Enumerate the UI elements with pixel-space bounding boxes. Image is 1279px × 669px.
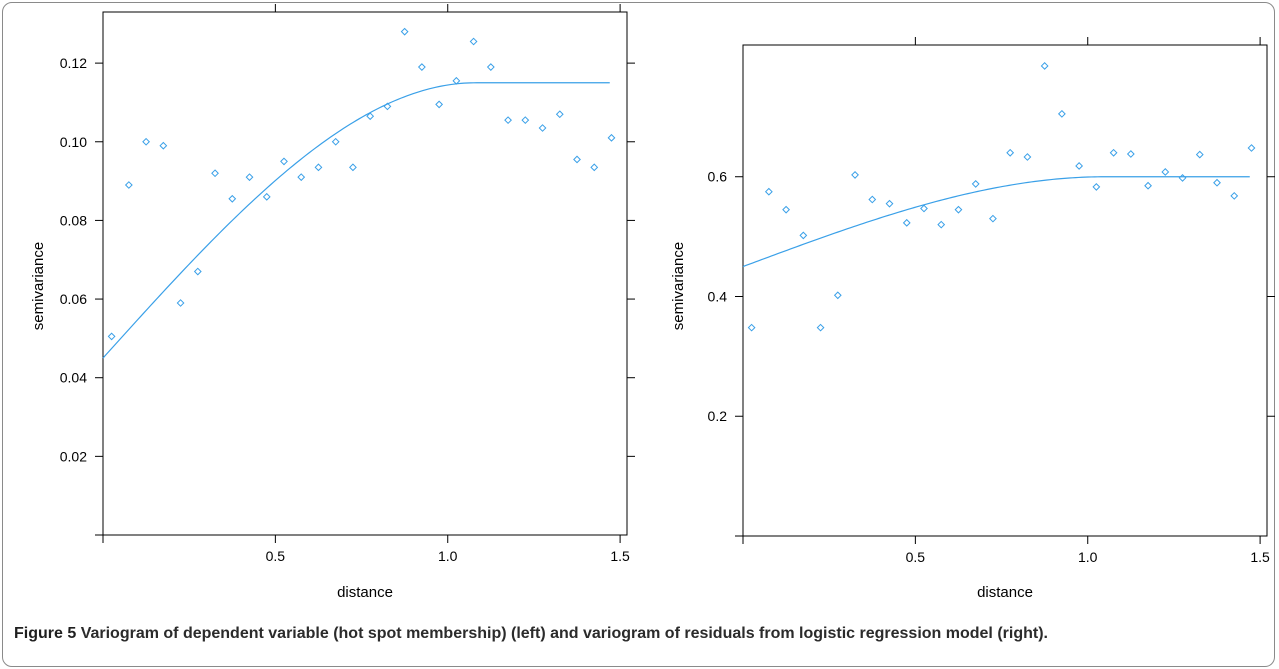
figure-caption-text: Variogram of dependent variable (hot spo… [80, 625, 1048, 642]
data-point [1144, 181, 1152, 190]
y-tick-label: 0.04 [60, 370, 87, 386]
left-y-axis-ticks: 0.02 0.04 0.06 0.08 0.10 0.12 [60, 55, 635, 536]
left-fitted-curve [102, 82, 610, 359]
data-point [159, 141, 168, 150]
data-point [538, 124, 547, 132]
data-point [1195, 150, 1204, 159]
data-point [486, 63, 495, 71]
variogram-charts: 0.5 1.0 1.5 0.02 0.04 0.06 0.08 0.10 0.12 dista… [30, 4, 1275, 601]
data-point [504, 116, 512, 125]
data-point [1161, 168, 1170, 176]
data-point [573, 155, 581, 164]
right-data-points [747, 62, 1256, 332]
data-point [590, 163, 599, 172]
data-point [816, 323, 825, 332]
data-point [833, 291, 842, 300]
data-point [1092, 183, 1101, 191]
right-y-axis-label: semivariance [670, 242, 687, 330]
data-point [799, 231, 808, 240]
data-point [228, 194, 237, 203]
data-point [1213, 178, 1221, 187]
x-tick-label: 1.0 [1078, 549, 1098, 565]
left-plot-frame [102, 11, 628, 536]
data-point [245, 173, 254, 182]
data-point [366, 112, 375, 121]
right-x-axis-label: distance [977, 584, 1033, 601]
data-point [469, 37, 478, 46]
data-point [555, 110, 564, 119]
data-point [989, 214, 997, 223]
y-tick-label: 0.10 [60, 134, 87, 150]
data-point [954, 205, 963, 214]
data-point [1247, 144, 1256, 152]
y-tick-label: 0.6 [708, 169, 728, 185]
x-tick-label: 1.0 [438, 548, 458, 564]
x-tick-label: 1.5 [610, 548, 630, 564]
data-point [107, 332, 116, 341]
x-tick-label: 0.5 [266, 548, 286, 564]
data-point [297, 173, 306, 182]
data-point [452, 76, 461, 85]
data-point [262, 192, 271, 201]
left-x-axis-ticks: 0.5 1.0 1.5 [102, 4, 630, 564]
x-tick-label: 0.5 [906, 549, 926, 565]
left-variogram-panel: 0.5 1.0 1.5 0.02 0.04 0.06 0.08 0.10 0.12 dista… [30, 4, 635, 601]
data-point [142, 137, 150, 146]
left-y-axis-label: semivariance [30, 242, 47, 330]
data-point [521, 116, 530, 125]
right-fitted-curve [742, 176, 1250, 268]
y-tick-label: 0.2 [708, 408, 728, 424]
data-point [1230, 191, 1239, 200]
data-point [435, 100, 444, 109]
data-point [868, 195, 877, 204]
data-point [331, 137, 340, 146]
data-point [383, 102, 392, 111]
data-point [885, 199, 894, 208]
data-point [211, 169, 219, 178]
right-y-axis-ticks: 0.2 0.4 0.6 [708, 169, 1275, 537]
data-point [417, 63, 426, 71]
data-point [607, 133, 616, 142]
y-tick-label: 0.08 [60, 212, 87, 228]
figure-caption: Figure 5 Variogram of dependent variable… [14, 624, 1254, 644]
data-point [902, 218, 911, 227]
data-point [1006, 148, 1015, 157]
y-tick-label: 0.12 [60, 55, 87, 71]
data-point [349, 163, 357, 172]
data-point [1109, 148, 1118, 157]
data-point [851, 171, 859, 179]
data-point [1178, 174, 1187, 182]
y-tick-label: 0.4 [708, 288, 728, 304]
data-point [1040, 62, 1049, 70]
data-point [782, 205, 790, 214]
data-point [747, 323, 756, 332]
data-point [1126, 150, 1135, 158]
data-point [1023, 153, 1032, 161]
left-data-points [107, 27, 616, 341]
data-point [280, 157, 288, 166]
right-plot-frame [742, 44, 1268, 537]
data-point [400, 27, 409, 36]
y-tick-label: 0.06 [60, 291, 87, 307]
y-tick-label: 0.02 [60, 448, 87, 464]
data-point [1057, 109, 1066, 118]
data-point [937, 220, 946, 229]
figure-label: Figure 5 [14, 625, 77, 642]
x-tick-label: 1.5 [1250, 549, 1270, 565]
left-x-axis-label: distance [337, 584, 393, 601]
right-variogram-panel: 0.5 1.0 1.5 0.2 0.4 0.6 distance semivarianc… [670, 37, 1275, 601]
data-point [193, 267, 202, 276]
data-point [1075, 162, 1084, 170]
data-point [764, 187, 773, 196]
data-point [920, 204, 928, 213]
data-point [314, 163, 323, 172]
data-point [971, 180, 980, 188]
right-x-axis-ticks: 0.5 1.0 1.5 [742, 37, 1270, 565]
data-point [124, 181, 133, 189]
data-point [176, 299, 185, 307]
